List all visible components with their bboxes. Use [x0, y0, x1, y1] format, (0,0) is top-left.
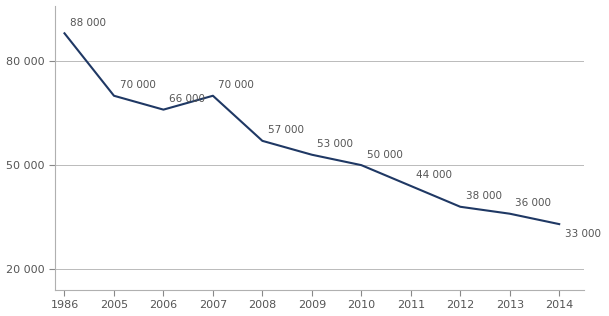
Text: 38 000: 38 000	[466, 191, 502, 201]
Text: 70 000: 70 000	[119, 80, 155, 90]
Text: 57 000: 57 000	[268, 125, 304, 135]
Text: 50 000: 50 000	[367, 149, 403, 160]
Text: 66 000: 66 000	[169, 94, 205, 104]
Text: 70 000: 70 000	[219, 80, 255, 90]
Text: 44 000: 44 000	[417, 170, 452, 180]
Text: 53 000: 53 000	[317, 139, 353, 149]
Text: 33 000: 33 000	[565, 229, 600, 240]
Text: 88 000: 88 000	[70, 18, 106, 28]
Text: 36 000: 36 000	[515, 198, 551, 208]
